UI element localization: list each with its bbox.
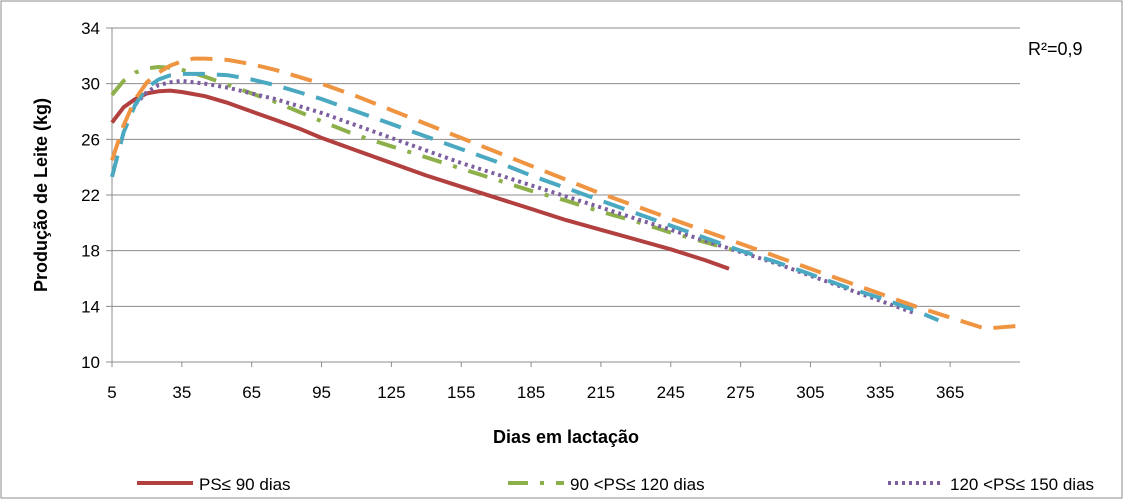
y-tick-label: 34 — [81, 19, 100, 38]
y-axis-title: Produção de Leite (kg) — [31, 98, 51, 292]
x-tick-label: 365 — [936, 383, 964, 402]
y-tick-label: 18 — [81, 242, 100, 261]
x-tick-label: 215 — [587, 383, 615, 402]
x-tick-label: 65 — [242, 383, 261, 402]
x-tick-label: 5 — [107, 383, 116, 402]
legend-label: 90 <PS≤ 120 dias — [570, 475, 705, 494]
x-tick-label: 245 — [657, 383, 685, 402]
r-squared-annotation: R²=0,9 — [1028, 39, 1083, 59]
x-tick-label: 335 — [866, 383, 894, 402]
series-line-5 — [110, 56, 1021, 331]
series-lines — [110, 56, 1021, 331]
x-tick-label: 95 — [312, 383, 331, 402]
x-tick-label: 155 — [447, 383, 475, 402]
series-line-2 — [110, 65, 742, 255]
series-line-3 — [133, 78, 916, 316]
y-tick-label: 30 — [81, 75, 100, 94]
x-tick-label: 125 — [377, 383, 405, 402]
x-tick-label: 35 — [172, 383, 191, 402]
x-tick-label: 305 — [796, 383, 824, 402]
legend: PS≤ 90 dias 90 <PS≤ 120 dias 120 <PS≤ 150 … — [137, 475, 1094, 494]
x-tick-label: 275 — [726, 383, 754, 402]
legend-label: PS≤ 90 dias — [199, 475, 291, 494]
y-tick-label: 22 — [81, 186, 100, 205]
x-tick-label: 185 — [517, 383, 545, 402]
x-tick-labels: 5 35 65 95 125 155 185 215 245 275 305 335 365 — [107, 362, 964, 402]
x-axis-title: Dias em lactação — [493, 427, 639, 447]
y-tick-labels: 10 14 18 22 26 30 34 — [81, 19, 112, 372]
y-tick-label: 14 — [81, 297, 100, 316]
legend-label: 120 <PS≤ 150 dias — [950, 475, 1094, 494]
y-tick-label: 10 — [81, 353, 100, 372]
y-tick-label: 26 — [81, 130, 100, 149]
series-line-4 — [110, 71, 940, 323]
series-line-1 — [110, 88, 730, 271]
